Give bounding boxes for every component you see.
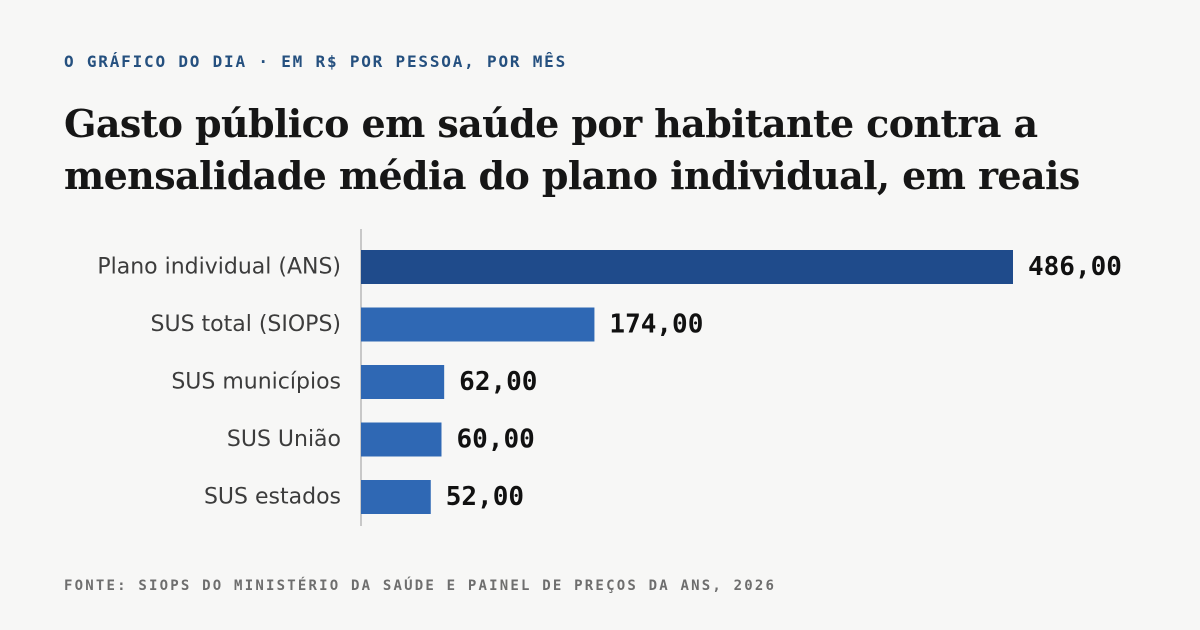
chart-kicker: O GRÁFICO DO DIA · EM R$ POR PESSOA, POR… bbox=[64, 52, 568, 71]
category-label: Plano individual (ANS) bbox=[97, 255, 341, 280]
value-label: 174,00 bbox=[609, 310, 703, 340]
chart-title: Gasto público em saúde por habitante con… bbox=[64, 101, 1080, 198]
category-label: SUS estados bbox=[204, 485, 341, 510]
bars-group: Plano individual (ANS) 486,00 SUS total (S… bbox=[97, 250, 1122, 514]
value-label: 52,00 bbox=[446, 482, 524, 512]
bar bbox=[361, 365, 445, 399]
value-label: 60,00 bbox=[456, 425, 534, 455]
chart-source: FONTE: SIOPS DO MINISTÉRIO DA SAÚDE E PA… bbox=[64, 578, 777, 594]
value-label: 486,00 bbox=[1028, 252, 1122, 282]
category-label: SUS total (SIOPS) bbox=[151, 312, 342, 337]
category-label: SUS União bbox=[227, 427, 341, 452]
bar bbox=[361, 480, 431, 514]
bar bbox=[361, 422, 442, 457]
category-label: SUS municípios bbox=[171, 370, 341, 395]
value-label: 62,00 bbox=[459, 367, 537, 397]
bar bbox=[361, 307, 595, 342]
bar bbox=[361, 250, 1013, 284]
